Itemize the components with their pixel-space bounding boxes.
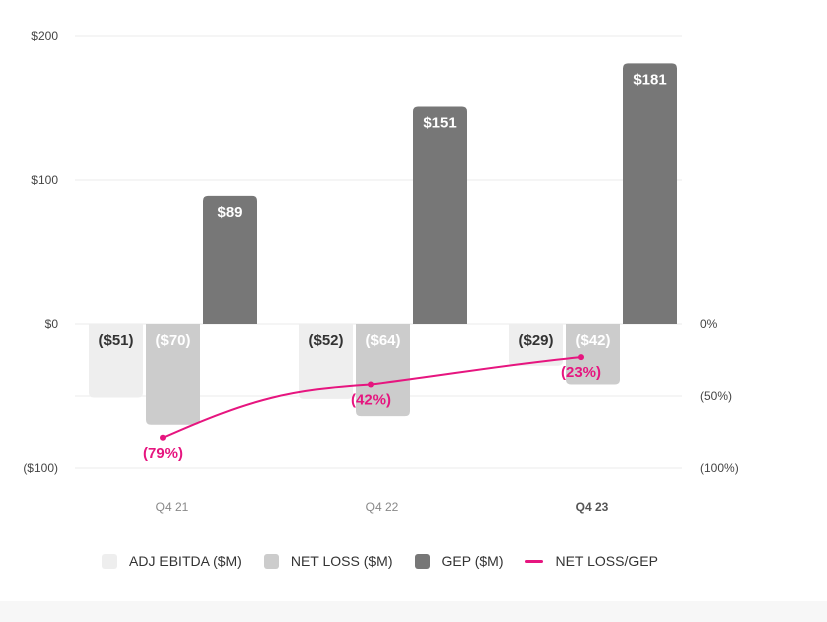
adj-ebitda-label: ($52) [308,332,343,349]
legend-label-net-loss-gep: NET LOSS/GEP [555,553,658,569]
bars [89,63,677,425]
legend-label-gep: GEP ($M) [441,553,504,569]
net-loss-label: ($42) [575,332,610,349]
gep-bar[interactable] [623,63,677,325]
gep-label: $181 [633,71,666,88]
data-labels: ($51) ($70) $89 ($52) ($64) $151 ($29) ($42) $18… [98,71,666,461]
left-axis: $200 $100 $0 ($100) [23,29,58,475]
category-label-q4-21: Q4 21 [156,500,189,514]
adj-ebitda-label: ($51) [98,332,133,349]
legend-item-net-loss-gep[interactable]: NET LOSS/GEP [525,553,658,569]
x-axis: Q4 21 Q4 22 Q4 23 [156,500,609,514]
ratio-label: (79%) [143,445,183,462]
category-label-q4-23: Q4 23 [576,500,609,514]
gep-bar[interactable] [413,106,467,324]
ratio-label: (42%) [351,391,391,408]
y2-tick-label: (50%) [700,389,732,403]
legend: ADJ EBITDA ($M) NET LOSS ($M) GEP ($M) N… [0,553,760,569]
y-tick-label: $100 [31,173,58,187]
gep-label: $89 [217,204,242,221]
ratio-point[interactable] [160,434,166,441]
adj-ebitda-bar[interactable] [299,324,353,399]
gep-label: $151 [423,115,456,132]
net-loss-bar[interactable] [146,324,200,425]
legend-line-net-loss-gep [525,559,544,563]
legend-item-adj-ebitda[interactable]: ADJ EBITDA ($M) [102,553,242,569]
legend-swatch-gep [414,553,430,569]
y2-tick-label: (100%) [700,461,739,475]
adj-ebitda-bar[interactable] [509,324,563,366]
category-label-q4-22: Q4 22 [366,500,399,514]
legend-label-net-loss: NET LOSS ($M) [290,553,393,569]
net-loss-label: ($64) [365,332,400,349]
legend-swatch-adj-ebitda [102,553,118,569]
ratio-point[interactable] [578,354,584,361]
legend-item-net-loss[interactable]: NET LOSS ($M) [263,553,393,569]
net-loss-bar[interactable] [356,324,410,417]
y2-tick-label: 0% [700,317,718,331]
gep-bar[interactable] [203,195,257,324]
footer-band [0,601,827,622]
net-loss-bar[interactable] [566,324,620,385]
legend-label-adj-ebitda: ADJ EBITDA ($M) [129,553,242,569]
ratio-point[interactable] [368,381,374,388]
ratio-label: (23%) [561,364,601,381]
right-axis: 0% (50%) (100%) [700,317,739,475]
chart: $200 $100 $0 ($100) 0% (50%) (100%) ($51) ($70… [23,29,739,514]
adj-ebitda-label: ($29) [518,332,553,349]
legend-swatch-net-loss [263,553,279,569]
y-tick-label: ($100) [23,461,58,475]
y-tick-label: $0 [45,317,59,331]
adj-ebitda-bar[interactable] [89,324,143,398]
ratio-line-series [160,354,584,441]
net-loss-label: ($70) [155,332,190,349]
legend-item-gep[interactable]: GEP ($M) [414,553,504,569]
y-tick-label: $200 [31,29,58,43]
